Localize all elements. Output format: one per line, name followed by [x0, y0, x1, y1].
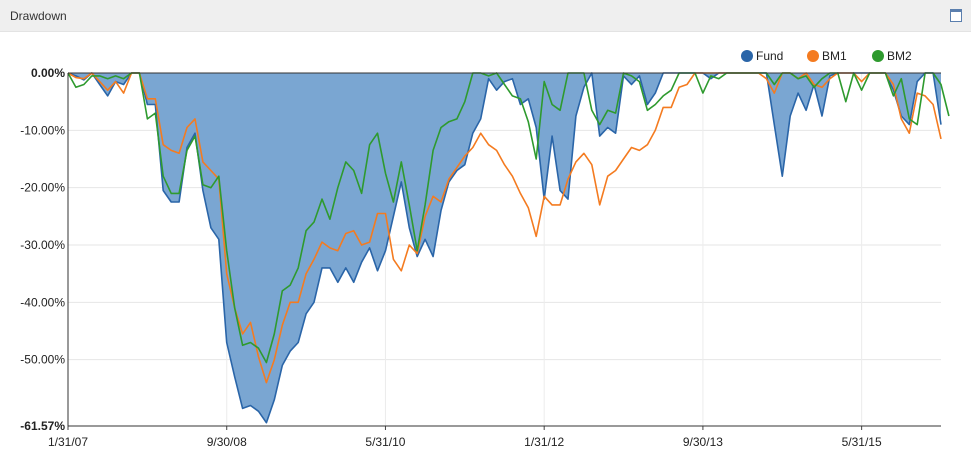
y-tick-label: -40.00%: [20, 295, 65, 309]
fund-area: [68, 73, 941, 423]
panel-header: Drawdown: [0, 0, 971, 32]
x-tick-label: 1/31/07: [48, 435, 88, 449]
bm2-line: [67, 72, 950, 364]
x-tick-label: 9/30/13: [683, 435, 723, 449]
legend-label-fund: Fund: [756, 49, 783, 63]
legend-marker-fund: [741, 50, 753, 62]
legend-marker-bm2: [872, 50, 884, 62]
x-tick-label: 9/30/08: [207, 435, 247, 449]
series-layer: [67, 72, 950, 424]
legend: Fund BM1 BM2: [741, 49, 912, 63]
y-tick-label: -30.00%: [20, 238, 65, 252]
y-tick-label: 0.00%: [31, 66, 65, 80]
y-tick-label: -61.57%: [20, 419, 65, 433]
legend-marker-bm1: [807, 50, 819, 62]
y-tick-label: -20.00%: [20, 181, 65, 195]
axes: 0.00% -10.00% -20.00% -30.00% -40.00% -50.00%…: [20, 66, 941, 449]
panel-title: Drawdown: [10, 9, 67, 23]
y-tick-label: -50.00%: [20, 353, 65, 367]
maximize-icon[interactable]: [950, 9, 962, 22]
y-tick-label: -10.00%: [20, 123, 65, 137]
legend-label-bm2: BM2: [887, 49, 912, 63]
x-tick-label: 5/31/15: [842, 435, 882, 449]
x-tick-label: 1/31/12: [524, 435, 564, 449]
fund-line: [67, 72, 942, 424]
x-tick-label: 5/31/10: [365, 435, 405, 449]
legend-label-bm1: BM1: [822, 49, 847, 63]
